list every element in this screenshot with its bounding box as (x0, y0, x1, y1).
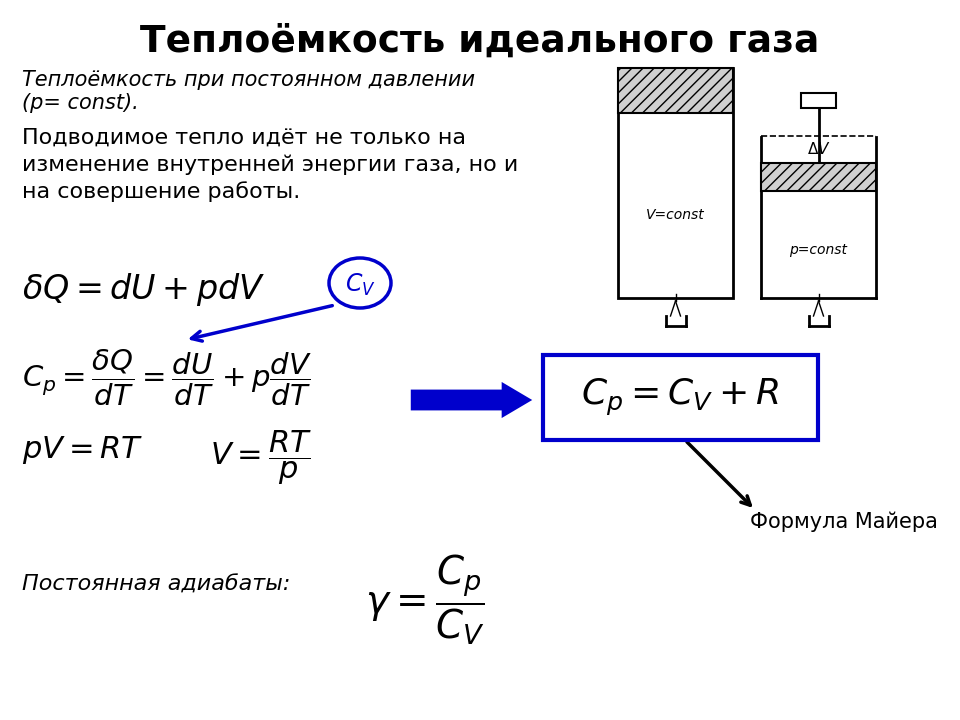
Bar (761, 163, 876, 191)
FancyArrowPatch shape (411, 382, 532, 418)
Text: Теплоёмкость при постоянном давлении: Теплоёмкость при постоянном давлении (22, 70, 475, 90)
Text: V=const: V=const (646, 208, 705, 222)
Text: изменение внутренней энергии газа, но и: изменение внутренней энергии газа, но и (22, 155, 518, 175)
Bar (618, 68, 733, 113)
Text: p=const: p=const (789, 243, 848, 257)
Text: $\gamma=\dfrac{C_p}{C_V}$: $\gamma=\dfrac{C_p}{C_V}$ (365, 553, 485, 647)
Bar (801, 93, 836, 108)
Text: $pV=RT$: $pV=RT$ (22, 434, 144, 466)
Text: (р= const).: (р= const). (22, 93, 139, 113)
Text: $\Delta V$: $\Delta V$ (806, 142, 830, 158)
Text: $C_V$: $C_V$ (345, 272, 375, 298)
Bar (618, 68, 733, 298)
FancyBboxPatch shape (543, 355, 818, 440)
Text: Подводимое тепло идёт не только на: Подводимое тепло идёт не только на (22, 128, 466, 148)
Text: $C_p=\dfrac{\delta Q}{dT}=\dfrac{dU}{dT}+p\dfrac{dV}{dT}$: $C_p=\dfrac{\delta Q}{dT}=\dfrac{dU}{dT}… (22, 348, 312, 408)
Text: на совершение работы.: на совершение работы. (22, 181, 300, 202)
Text: Постоянная адиабаты:: Постоянная адиабаты: (22, 575, 290, 595)
Text: Теплоёмкость идеального газа: Теплоёмкость идеального газа (140, 24, 820, 60)
Text: $C_p=C_V+R$: $C_p=C_V+R$ (582, 377, 780, 418)
Text: Формула Майера: Формула Майера (750, 512, 938, 532)
Text: $\delta Q=dU+pdV$: $\delta Q=dU+pdV$ (22, 271, 265, 308)
Text: $V=\dfrac{RT}{p}$: $V=\dfrac{RT}{p}$ (210, 428, 312, 487)
